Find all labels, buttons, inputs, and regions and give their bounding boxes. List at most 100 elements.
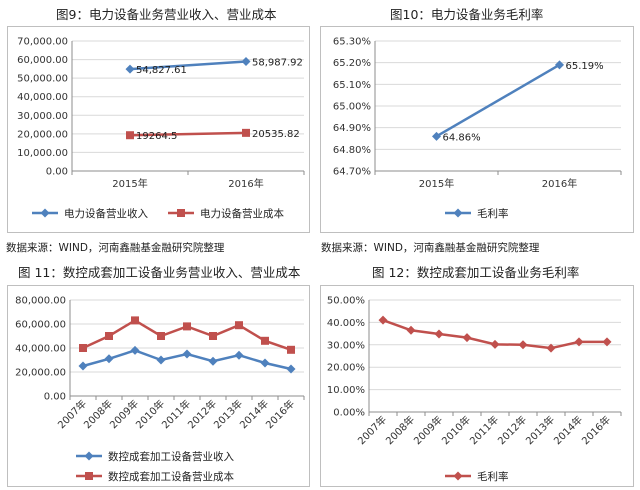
chart3-data-point [105, 332, 113, 340]
chart4-data-point [574, 337, 584, 347]
chart4-x-tick-label: 2016年 [579, 413, 613, 447]
chart3-x-tick-label: 2016年 [263, 397, 297, 431]
chart2-y-tick-label: 65.20% [333, 58, 371, 69]
chart4-panel: 0.00% 10.00% 20.00% 30.00% 40.00% 50.00% 2007年… [320, 285, 634, 487]
chart1-x-tick-label: 2016年 [228, 177, 263, 190]
chart3-data-point [235, 321, 243, 330]
chart3-legend-label: 数控成套加工设备营业收入 [108, 450, 234, 463]
source-note-left: 数据来源：WIND，河南鑫融基金融研究院整理 [6, 242, 225, 254]
chart1-title: 图9：电力设备业务营业收入、营业成本 [56, 7, 277, 22]
chart2-data-label: 64.86% [443, 132, 481, 143]
chart2-legend-marker [453, 208, 463, 218]
chart1-y-tick-label: 0.00 [46, 167, 68, 178]
chart3-data-point [104, 354, 114, 364]
chart4-y-tick-label: 50.00% [327, 296, 365, 307]
chart2-x-tick-label: 2016年 [542, 177, 577, 190]
chart2-y-tick-label: 65.30% [333, 37, 371, 48]
chart3-data-point [182, 349, 192, 359]
chart2-y-tick-label: 64.80% [333, 145, 371, 156]
chart4-data-point [462, 333, 472, 343]
chart2-data-label: 65.19% [566, 61, 604, 72]
chart3-data-point [208, 356, 218, 366]
chart3-plot: 0.00 20,000.00 40,000.00 60,000.00 80,000.00… [15, 296, 305, 483]
source-note-right: 数据来源：WIND，河南鑫融基金融研究院整理 [321, 242, 540, 254]
chart1-data-label: 54,827.61 [136, 65, 187, 76]
chart4-x-tick-label: 2014年 [551, 413, 585, 447]
chart2-y-tick-label: 65.10% [333, 80, 371, 91]
chart2-x-tick-label: 2015年 [419, 177, 454, 190]
chart2-legend-label: 毛利率 [477, 207, 509, 220]
chart3-data-point [131, 316, 139, 325]
chart1-y-tick-label: 70,000.00 [17, 37, 68, 48]
chart2-y-tick-label: 64.70% [333, 167, 371, 178]
chart3-legend-marker [84, 451, 94, 461]
chart1-x-tick-label: 2015年 [112, 177, 147, 190]
chart1-y-tick-label: 50,000.00 [17, 74, 68, 85]
chart1-legend-marker [177, 209, 185, 217]
chart4-title: 图 12：数控成套加工设备业务毛利率 [372, 265, 580, 280]
chart3-panel: 0.00 20,000.00 40,000.00 60,000.00 80,000.00… [7, 285, 310, 487]
chart2-y-tick-label: 65.00% [333, 102, 371, 113]
chart1-y-tick-label: 40,000.00 [17, 92, 68, 103]
chart4-data-point [378, 315, 388, 325]
chart4-y-tick-label: 20.00% [327, 363, 365, 374]
chart3-data-point [261, 336, 269, 345]
chart1-y-tick-label: 20,000.00 [17, 129, 68, 140]
chart1-data-point [125, 64, 135, 74]
chart3-y-tick-label: 20,000.00 [15, 368, 66, 379]
chart4-plot: 0.00%10.00%20.00%30.00%40.00%50.00%2007年… [327, 296, 622, 483]
chart3-y-tick-label: 0.00 [44, 392, 66, 403]
chart4-x-tick-label: 2010年 [439, 413, 473, 447]
chart1-series-line [129, 60, 247, 71]
chart4-x-tick-label: 2011年 [467, 413, 501, 447]
chart1-legend-label: 电力设备营业成本 [200, 207, 284, 220]
chart3-data-point [209, 332, 217, 340]
chart4-y-tick-label: 0.00% [333, 408, 365, 419]
chart1-legend-label: 电力设备营业收入 [64, 207, 148, 220]
chart1-plot: 0.00 10,000.00 20,000.00 30,000.00 40,000.00… [17, 37, 305, 220]
chart4-legend-label: 毛利率 [477, 470, 509, 483]
chart3-y-tick-label: 40,000.00 [15, 344, 66, 355]
chart3-data-point [78, 361, 88, 371]
chart3-data-point [286, 364, 296, 374]
chart2-data-point [555, 60, 564, 70]
chart1-y-tick-label: 10,000.00 [17, 148, 68, 159]
chart1-data-point [126, 131, 134, 140]
chart3-title: 图 11：数控成套加工设备业务营业收入、营业成本 [18, 265, 301, 280]
chart3-legend-label: 数控成套加工设备营业成本 [108, 470, 234, 483]
chart1-data-point [242, 128, 250, 137]
chart1-legend-marker [40, 208, 50, 218]
chart3-legend-marker [85, 472, 93, 480]
chart1-data-point [241, 56, 251, 66]
chart2-title: 图10：电力设备业务毛利率 [390, 7, 544, 22]
chart2-y-tick-label: 64.90% [333, 123, 371, 134]
chart3-y-tick-label: 60,000.00 [15, 320, 66, 331]
chart3-data-point [183, 322, 191, 331]
chart4-legend-marker [453, 471, 463, 481]
chart4-data-point [434, 329, 444, 339]
chart3-data-point [156, 355, 166, 365]
chart1-y-tick-label: 60,000.00 [17, 55, 68, 66]
chart3-y-tick-label: 80,000.00 [15, 296, 66, 307]
chart3-data-point [287, 345, 295, 354]
chart2-plot: 64.70% 64.80% 64.90% 65.00% 65.10% 65.20% 65.3… [333, 37, 622, 220]
chart4-data-point [490, 339, 500, 349]
chart4-x-tick-label: 2008年 [383, 413, 417, 447]
chart3-data-point [260, 358, 270, 368]
chart4-x-tick-label: 2013年 [523, 413, 557, 447]
chart4-data-point [602, 337, 612, 347]
chart4-data-point [518, 340, 528, 350]
chart2-series-line [435, 63, 561, 138]
chart1-y-tick-label: 30,000.00 [17, 111, 68, 122]
chart4-y-tick-label: 30.00% [327, 340, 365, 351]
chart4-y-tick-label: 10.00% [327, 385, 365, 396]
chart3-data-point [130, 345, 140, 355]
chart4-y-tick-label: 40.00% [327, 318, 365, 329]
chart4-x-tick-label: 2009年 [411, 413, 445, 447]
chart3-data-point [234, 350, 244, 360]
chart1-data-label: 58,987.92 [252, 57, 303, 68]
chart4-x-tick-label: 2012年 [495, 413, 529, 447]
chart2-panel: 64.70% 64.80% 64.90% 65.00% 65.10% 65.20% 65.3… [320, 26, 634, 233]
chart2-data-point [432, 131, 441, 141]
chart4-data-point [546, 343, 556, 353]
